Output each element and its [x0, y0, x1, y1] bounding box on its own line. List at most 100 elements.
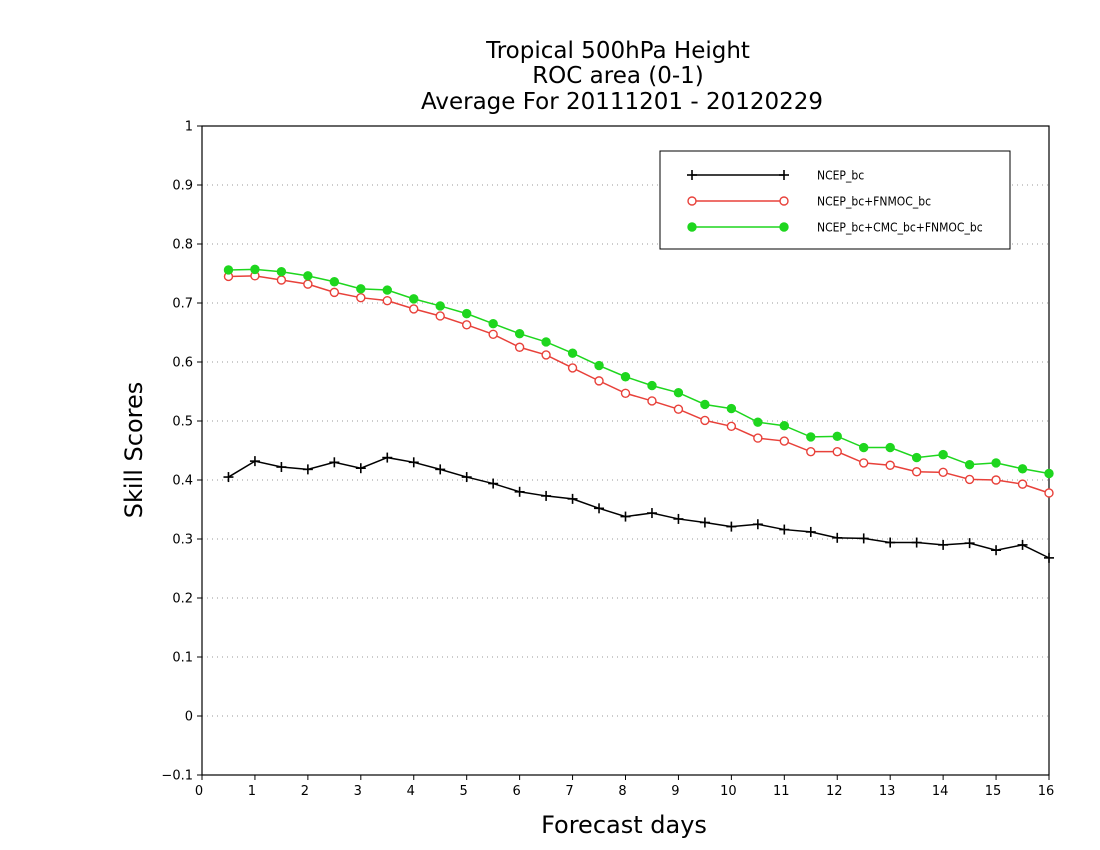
data-point	[832, 532, 843, 543]
legend-box	[659, 150, 1011, 250]
data-point	[250, 264, 260, 275]
data-point	[329, 287, 340, 298]
x-tick-label: 12	[826, 784, 843, 799]
data-point	[409, 304, 419, 314]
x-tick-label: 3	[354, 784, 362, 799]
data-point	[488, 329, 498, 339]
data-point	[859, 442, 869, 453]
x-tick-label: 14	[932, 784, 949, 799]
legend-entry: NCEP_bc+FNMOC_bc	[687, 195, 931, 209]
legend-marker	[687, 196, 697, 206]
data-point	[885, 460, 895, 470]
data-point	[302, 464, 313, 475]
data-point	[356, 292, 366, 303]
x-tick-label: 1	[248, 784, 256, 799]
data-point	[991, 458, 1001, 468]
data-point	[938, 449, 948, 460]
x-axis-ticks: 0 1 2 3 4 5 6 7 8 9 10 11 12 13 14 15 16	[195, 775, 1054, 799]
data-point	[620, 511, 631, 522]
y-tick-label: 1	[185, 120, 193, 135]
data-point	[964, 459, 975, 470]
y-tick-label: 0.5	[172, 415, 193, 430]
data-point	[620, 372, 631, 382]
data-point	[435, 464, 446, 475]
data-point	[488, 478, 499, 489]
data-point	[276, 275, 287, 285]
data-point	[329, 277, 340, 287]
data-point	[355, 463, 366, 474]
series-line	[228, 275, 1050, 494]
y-tick-label: 0.7	[172, 297, 193, 312]
data-point	[911, 452, 922, 463]
data-point	[1017, 539, 1028, 550]
legend: NCEP_bc NCEP_bc+FNMOC_bc NCEP_bc+CMC_bc+FN…	[659, 150, 1011, 250]
data-point	[858, 533, 869, 544]
data-point	[726, 521, 737, 532]
y-tick-label: 0.4	[172, 474, 193, 489]
data-point	[594, 376, 604, 386]
data-point	[779, 421, 790, 431]
chart-title-line-2: ROC area (0-1)	[532, 63, 704, 89]
data-point	[859, 458, 869, 468]
data-point	[726, 421, 737, 432]
data-point	[779, 436, 790, 446]
data-point	[964, 538, 975, 549]
data-point	[356, 284, 366, 294]
y-tick-label: 0.2	[172, 592, 193, 607]
x-tick-label: 9	[671, 784, 679, 799]
chart-title-line-1: Tropical 500hPa Height	[485, 38, 750, 64]
series-1	[223, 452, 1054, 563]
data-point	[514, 486, 525, 497]
data-point	[911, 467, 922, 477]
data-point	[991, 475, 1001, 485]
legend-label: NCEP_bc	[817, 169, 864, 183]
data-point	[753, 417, 763, 427]
data-point	[832, 431, 842, 442]
data-point	[1044, 468, 1054, 479]
data-point	[435, 301, 445, 311]
data-point	[435, 311, 445, 321]
series-line	[228, 268, 1050, 475]
data-point	[488, 318, 498, 329]
data-point	[461, 308, 472, 319]
data-point	[1017, 479, 1028, 489]
data-point	[938, 539, 949, 550]
legend-entry: NCEP_bc	[687, 169, 864, 183]
data-point	[1017, 464, 1028, 474]
series-3	[223, 264, 1054, 479]
x-tick-label: 11	[773, 784, 790, 799]
data-point	[753, 433, 763, 443]
y-tick-label: 0.6	[172, 356, 193, 371]
x-axis-label: Forecast days	[541, 811, 707, 839]
grid	[202, 184, 1049, 717]
data-point	[223, 472, 234, 483]
data-point	[276, 462, 287, 473]
data-point	[673, 387, 684, 398]
data-point	[303, 271, 313, 281]
series-2	[223, 271, 1054, 498]
legend-entry: NCEP_bc+CMC_bc+FNMOC_bc	[687, 221, 983, 235]
data-point	[541, 337, 551, 347]
data-point	[885, 537, 896, 548]
data-point	[700, 399, 710, 410]
data-point	[567, 348, 578, 358]
data-point	[673, 404, 684, 414]
legend-marker	[779, 170, 789, 180]
legend-label: NCEP_bc+FNMOC_bc	[817, 195, 931, 209]
data-point	[1044, 552, 1054, 563]
data-point	[514, 342, 525, 352]
data-point	[700, 415, 710, 426]
data-point	[461, 320, 472, 330]
data-point	[223, 265, 234, 275]
x-tick-label: 0	[195, 784, 203, 799]
data-point	[806, 432, 816, 442]
data-point	[805, 526, 816, 537]
data-point	[752, 519, 763, 530]
y-tick-label: −0.1	[161, 769, 193, 784]
data-point	[964, 474, 975, 485]
data-point	[911, 537, 922, 548]
data-point	[249, 456, 260, 467]
x-tick-label: 2	[301, 784, 309, 799]
y-tick-label: 0.1	[172, 651, 193, 666]
